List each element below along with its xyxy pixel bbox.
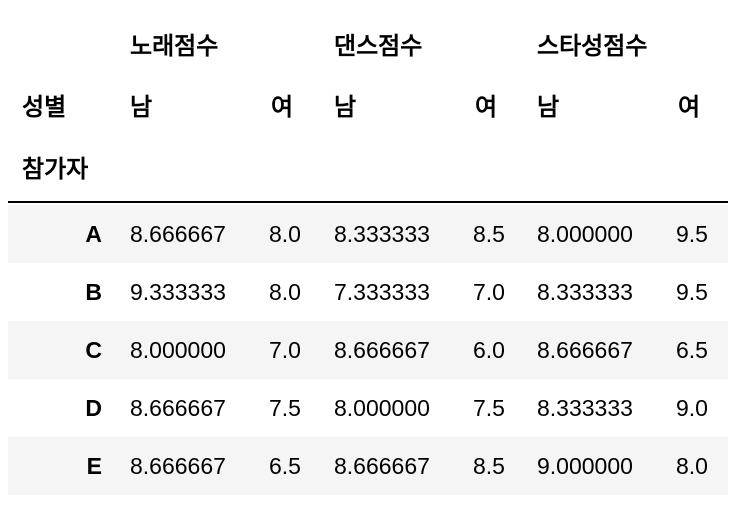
table-row: A 8.666667 8.0 8.333333 8.5 8.000000 9.5 <box>8 205 728 263</box>
cell-singing-female: 8.0 <box>269 221 301 247</box>
cell-stardom-female: 9.0 <box>676 395 708 421</box>
cell-dance-female: 8.5 <box>473 221 505 247</box>
row-label: A <box>85 221 102 247</box>
cell-stardom-male: 8.000000 <box>537 221 633 247</box>
cell-dance-female: 6.0 <box>473 337 505 363</box>
cell-dance-male: 8.666667 <box>334 453 430 479</box>
column-level-name: 성별 <box>22 93 67 121</box>
cell-stardom-male: 9.000000 <box>537 453 633 479</box>
cell-dance-female: 8.5 <box>473 453 505 479</box>
cell-singing-female: 6.5 <box>269 453 301 479</box>
table-row: D 8.666667 7.5 8.000000 7.5 8.333333 9.0 <box>8 379 728 437</box>
cell-singing-female: 7.0 <box>269 337 301 363</box>
column-group-singing: 노래점수 <box>130 32 219 60</box>
cell-stardom-male: 8.333333 <box>537 395 633 421</box>
cell-singing-male: 8.666667 <box>130 395 226 421</box>
row-label: B <box>85 279 102 305</box>
cell-dance-female: 7.5 <box>473 395 505 421</box>
cell-stardom-female: 8.0 <box>676 453 708 479</box>
column-sub-female-1: 여 <box>271 93 294 121</box>
dataframe-table: 노래점수 댄스점수 스타성점수 성별 남 여 남 여 남 여 참가자 A 8.6… <box>8 0 728 505</box>
cell-singing-male: 8.666667 <box>130 221 226 247</box>
cell-dance-male: 7.333333 <box>334 279 430 305</box>
cell-dance-male: 8.666667 <box>334 337 430 363</box>
cell-stardom-male: 8.333333 <box>537 279 633 305</box>
column-sub-female-2: 여 <box>475 93 498 121</box>
row-label: E <box>86 453 102 479</box>
cell-stardom-female: 9.5 <box>676 221 708 247</box>
column-sub-male-2: 남 <box>334 93 357 121</box>
cell-dance-female: 7.0 <box>473 279 505 305</box>
cell-stardom-male: 8.666667 <box>537 337 633 363</box>
column-sub-male-3: 남 <box>537 93 560 121</box>
cell-dance-male: 8.000000 <box>334 395 430 421</box>
cell-stardom-female: 9.5 <box>676 279 708 305</box>
header-divider <box>8 201 728 203</box>
cell-singing-male: 8.000000 <box>130 337 226 363</box>
row-label: D <box>85 395 102 421</box>
table-row: B 9.333333 8.0 7.333333 7.0 8.333333 9.5 <box>8 263 728 321</box>
cell-singing-male: 8.666667 <box>130 453 226 479</box>
table-row: E 8.666667 6.5 8.666667 8.5 9.000000 8.0 <box>8 437 728 495</box>
column-group-stardom: 스타성점수 <box>537 32 648 60</box>
cell-dance-male: 8.333333 <box>334 221 430 247</box>
cell-singing-male: 9.333333 <box>130 279 226 305</box>
table-row: C 8.000000 7.0 8.666667 6.0 8.666667 6.5 <box>8 321 728 379</box>
cell-singing-female: 8.0 <box>269 279 301 305</box>
row-label: C <box>85 337 102 363</box>
cell-stardom-female: 6.5 <box>676 337 708 363</box>
index-name: 참가자 <box>22 155 89 183</box>
column-group-dance: 댄스점수 <box>334 32 423 60</box>
column-sub-female-3: 여 <box>678 93 701 121</box>
cell-singing-female: 7.5 <box>269 395 301 421</box>
column-sub-male-1: 남 <box>130 93 153 121</box>
